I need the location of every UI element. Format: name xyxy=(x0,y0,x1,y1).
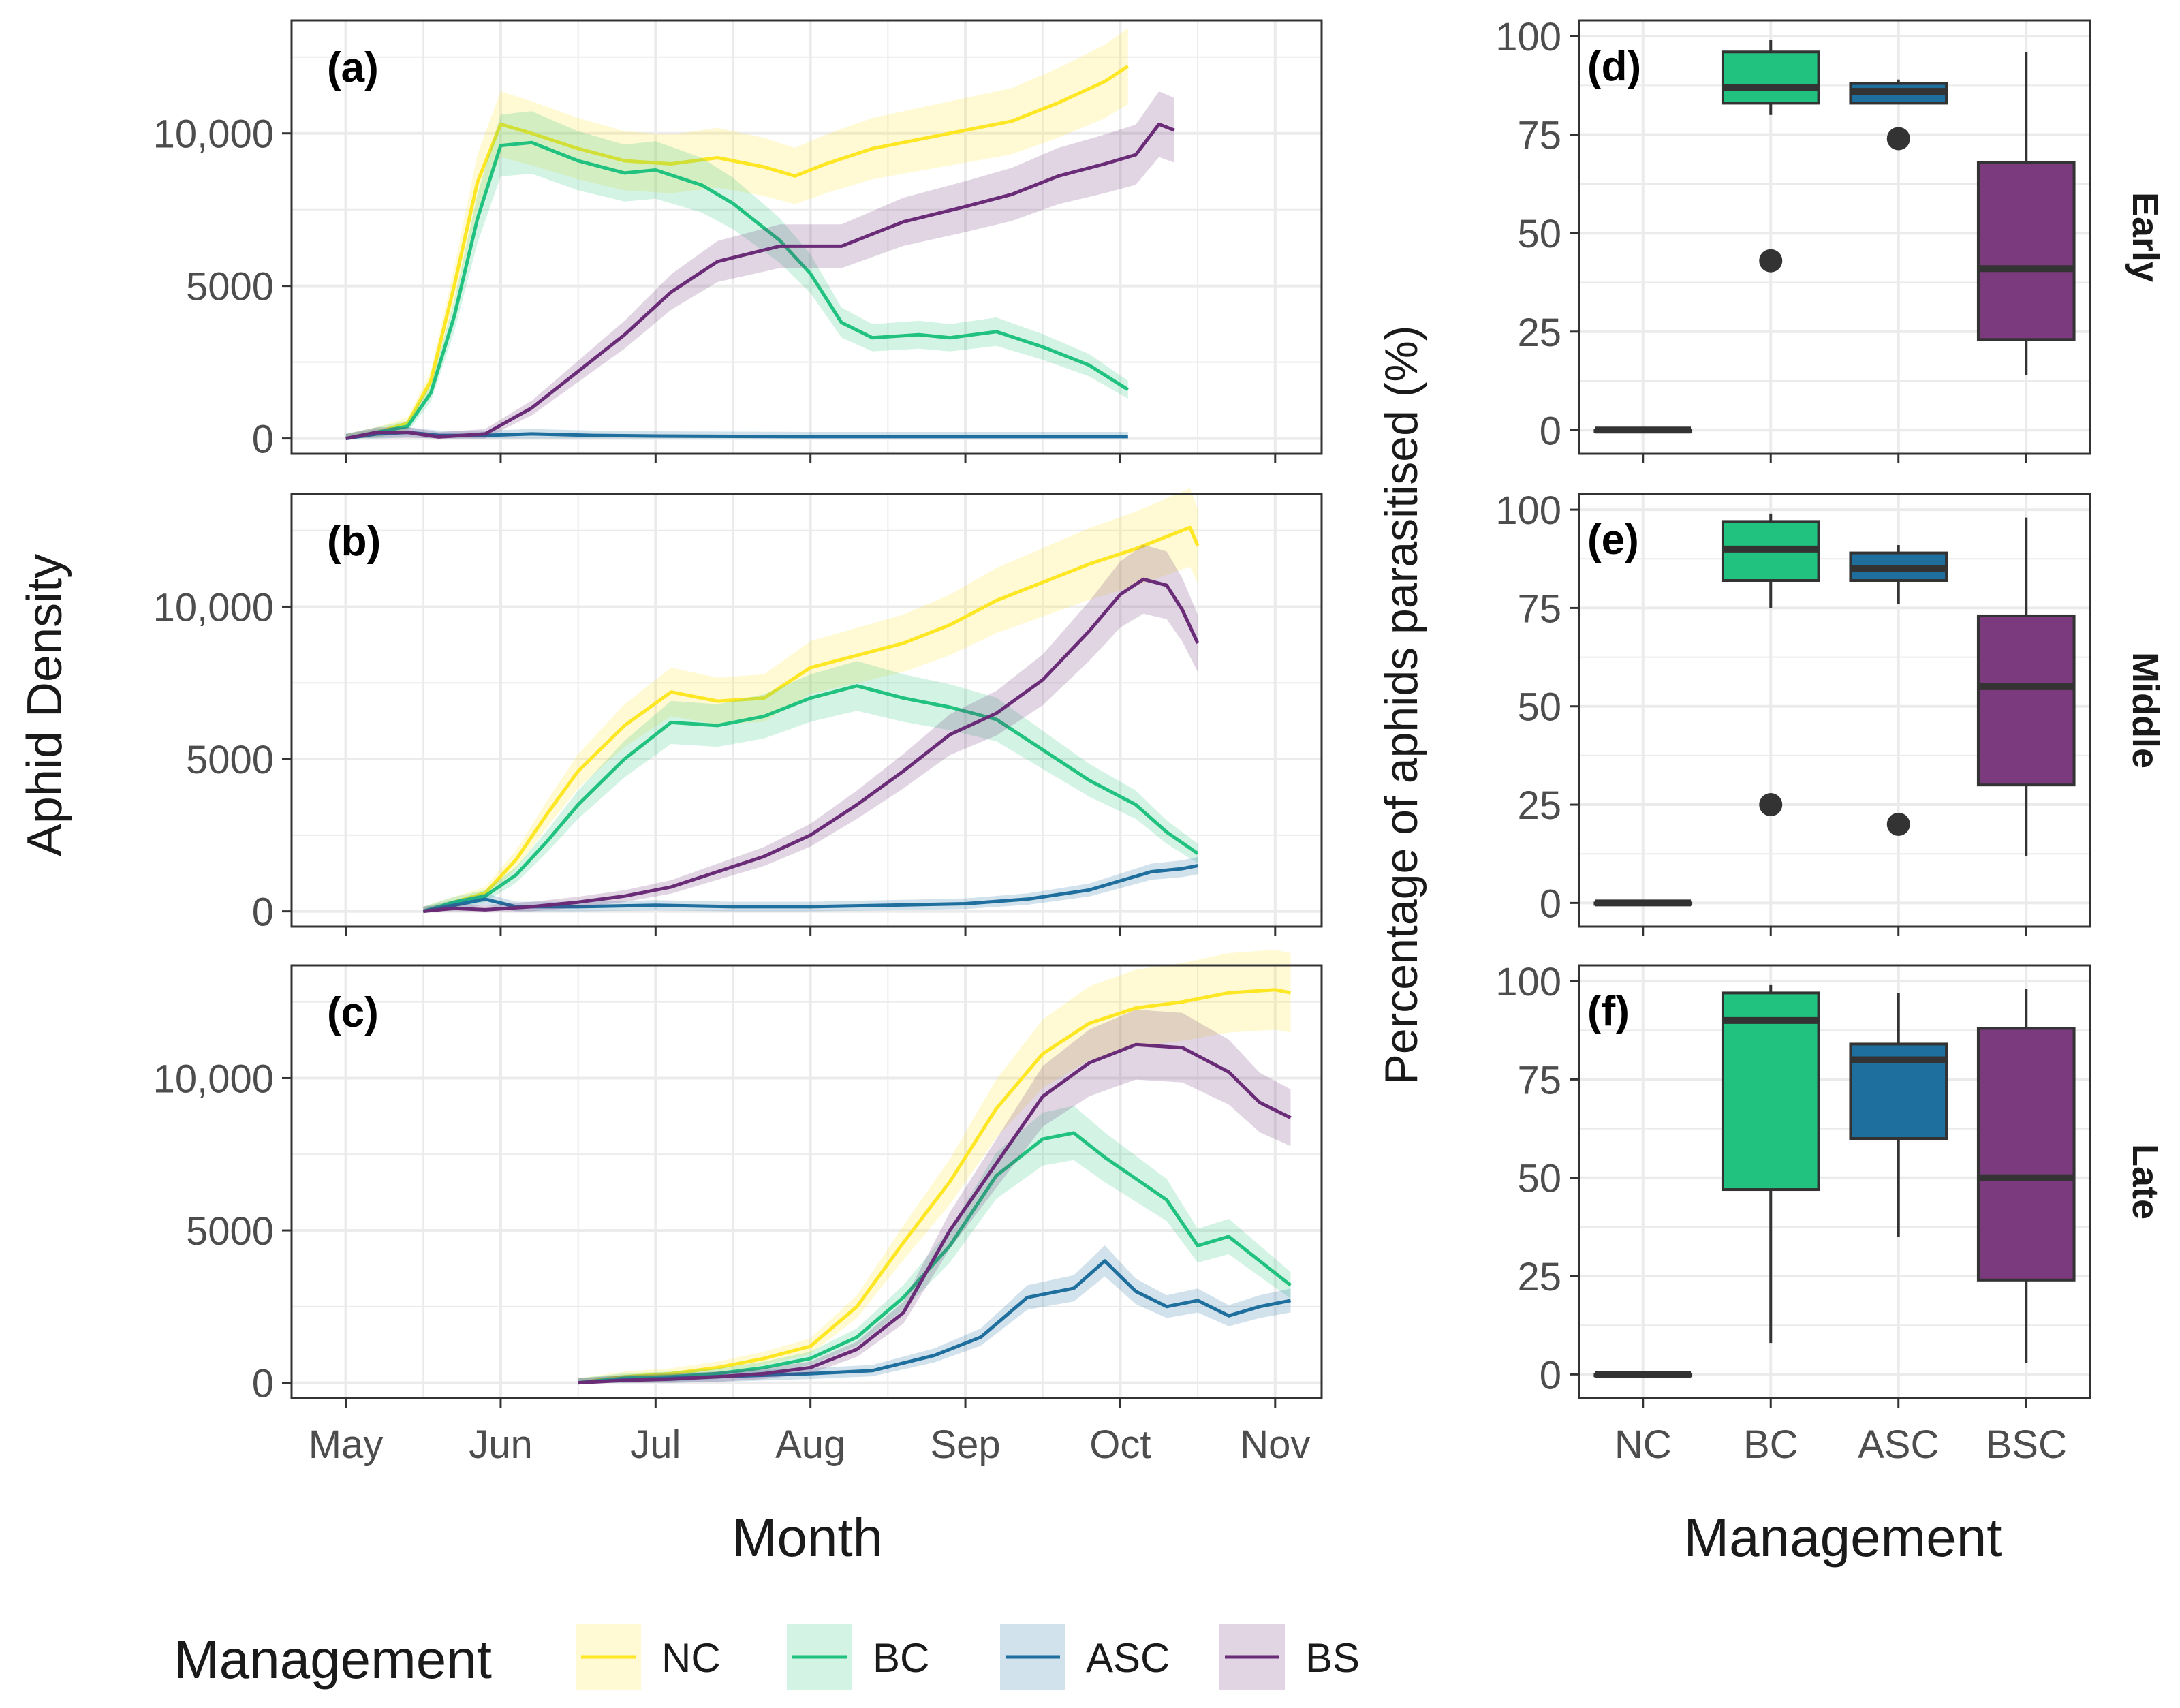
facet-strip xyxy=(2092,20,2174,454)
y-tick-label: 100 xyxy=(1495,488,1561,533)
outlier-point xyxy=(1759,249,1783,273)
right-panels-data xyxy=(1593,40,2076,1378)
series-line-asc xyxy=(422,864,1198,914)
confidence-band-bs xyxy=(345,91,1175,439)
series-line-bs xyxy=(578,1042,1292,1385)
panel-label: (d) xyxy=(1587,43,1641,90)
facet-strip-label: Middle xyxy=(2125,652,2166,768)
y-tick-label: 5000 xyxy=(186,265,274,309)
y-tick-label: 5000 xyxy=(186,1209,274,1254)
series-line-nc xyxy=(345,65,1130,441)
x-tick-label: Sep xyxy=(930,1423,1000,1467)
panel-frame xyxy=(1578,19,2091,455)
x-tick-label: Jul xyxy=(630,1423,681,1467)
panel-frame xyxy=(290,493,1323,928)
y-tick-label: 50 xyxy=(1517,1157,1561,1201)
left-x-axis-title: Month xyxy=(732,1507,883,1568)
legend-title: Management xyxy=(174,1629,492,1690)
facet-strip xyxy=(2092,494,2174,927)
y-tick-label: 25 xyxy=(1517,311,1561,355)
facet-strip-label: Early xyxy=(2125,192,2166,282)
y-tick-label: 100 xyxy=(1495,15,1561,59)
confidence-band-bc xyxy=(578,1106,1291,1383)
x-tick-label: Aug xyxy=(775,1423,845,1467)
box-bsc xyxy=(1976,1027,2076,1282)
confidence-band-bs xyxy=(423,544,1198,912)
facet-strip-label: Late xyxy=(2125,1144,2166,1220)
legend-label-nc: NC xyxy=(661,1635,721,1681)
series-line-bc xyxy=(422,684,1199,913)
panel-frame xyxy=(1578,964,2091,1399)
series-line-nc xyxy=(578,988,1291,1385)
series-line-bc xyxy=(345,140,1130,441)
confidence-band-nc xyxy=(423,488,1198,912)
confidence-band-bc xyxy=(345,111,1128,439)
y-tick-label: 75 xyxy=(1517,1058,1561,1102)
legend-label-bc: BC xyxy=(873,1635,929,1681)
outlier-point xyxy=(1886,812,1910,836)
panel-frame xyxy=(290,964,1323,1399)
box-bsc xyxy=(1976,614,2076,787)
legend-label-bs: BS xyxy=(1305,1635,1360,1681)
panel-label: (b) xyxy=(327,518,381,565)
panel-frame xyxy=(1578,493,2091,928)
x-tick-label: May xyxy=(309,1423,384,1467)
facet-strip xyxy=(2092,965,2174,1398)
box-bc xyxy=(1721,50,1820,105)
x-tick-label: NC xyxy=(1615,1423,1672,1467)
outlier-point xyxy=(1886,127,1910,151)
x-tick-label: Jun xyxy=(469,1423,533,1467)
panel-frame xyxy=(290,19,1323,455)
x-tick-label: Oct xyxy=(1089,1423,1151,1467)
left-y-axis-title: Aphid Density xyxy=(18,554,72,856)
y-tick-label: 100 xyxy=(1495,960,1561,1004)
right-y-axis-title: Percentage of aphids parasitised (%) xyxy=(1375,325,1427,1085)
y-tick-label: 5000 xyxy=(186,738,274,782)
y-tick-label: 75 xyxy=(1517,587,1561,631)
panel-label: (f) xyxy=(1587,988,1630,1035)
series-line-bs xyxy=(423,577,1200,914)
y-tick-label: 25 xyxy=(1517,783,1561,828)
y-tick-label: 10,000 xyxy=(153,112,274,157)
legend-label-asc: ASC xyxy=(1086,1635,1170,1681)
y-tick-label: 0 xyxy=(252,1362,274,1406)
right-panels-frames: Early (d) 0 25 50 75 100 Middle (e) 0 25 50 75 100 Lat… xyxy=(1495,15,2174,1467)
x-tick-label: BC xyxy=(1743,1423,1798,1467)
x-tick-label: Nov xyxy=(1240,1423,1310,1467)
y-tick-label: 50 xyxy=(1517,685,1561,730)
y-tick-label: 0 xyxy=(1540,409,1561,453)
y-tick-label: 10,000 xyxy=(153,1057,274,1101)
panel-label: (c) xyxy=(327,989,379,1036)
series-line-bs xyxy=(345,122,1175,441)
y-tick-label: 10,000 xyxy=(153,585,274,630)
y-tick-label: 0 xyxy=(252,418,274,462)
confidence-band-nc xyxy=(345,28,1128,439)
panel-label: (a) xyxy=(327,44,379,91)
x-tick-label: BSC xyxy=(1986,1423,2067,1467)
x-tick-label: ASC xyxy=(1858,1423,1939,1467)
confidence-band-asc xyxy=(423,856,1198,912)
confidence-band-asc xyxy=(578,1245,1291,1383)
box-bsc xyxy=(1976,161,2076,341)
series-line-bc xyxy=(578,1131,1292,1385)
y-tick-label: 0 xyxy=(1540,1353,1561,1397)
y-tick-label: 50 xyxy=(1517,212,1561,256)
y-tick-label: 0 xyxy=(252,890,274,935)
confidence-band-bs xyxy=(578,1009,1291,1383)
panel-label: (e) xyxy=(1587,516,1639,563)
left-panels-data xyxy=(345,28,1292,1385)
y-tick-label: 0 xyxy=(1540,882,1561,926)
series-line-nc xyxy=(422,525,1200,913)
y-tick-label: 25 xyxy=(1517,1255,1561,1299)
left-panels-frames: (a) 0 5000 10,000 (b) 0 5000 10,000 (c) 0 5000 10,0… xyxy=(153,19,1323,1467)
outlier-point xyxy=(1759,793,1783,817)
legend: Management NC BC ASC BS xyxy=(174,1624,1360,1690)
box-bc xyxy=(1721,991,1820,1192)
right-x-axis-title: Management xyxy=(1684,1507,2002,1568)
y-tick-label: 75 xyxy=(1517,114,1561,158)
